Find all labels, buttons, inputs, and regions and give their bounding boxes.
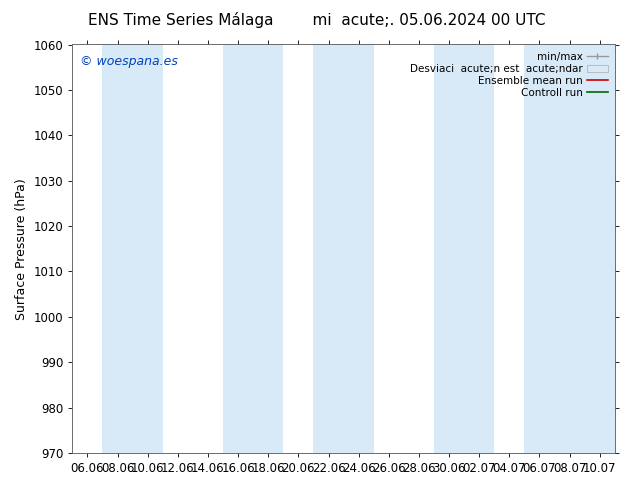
Bar xyxy=(313,45,373,453)
Bar xyxy=(434,45,495,453)
Bar xyxy=(223,45,283,453)
Text: ENS Time Series Málaga        mi  acute;. 05.06.2024 00 UTC: ENS Time Series Málaga mi acute;. 05.06.… xyxy=(88,12,546,28)
Bar xyxy=(524,45,615,453)
Y-axis label: Surface Pressure (hPa): Surface Pressure (hPa) xyxy=(15,178,28,319)
Bar xyxy=(103,45,163,453)
Legend: min/max, Desviaci  acute;n est  acute;ndar, Ensemble mean run, Controll run: min/max, Desviaci acute;n est acute;ndar… xyxy=(408,49,610,100)
Text: © woespana.es: © woespana.es xyxy=(81,55,178,68)
